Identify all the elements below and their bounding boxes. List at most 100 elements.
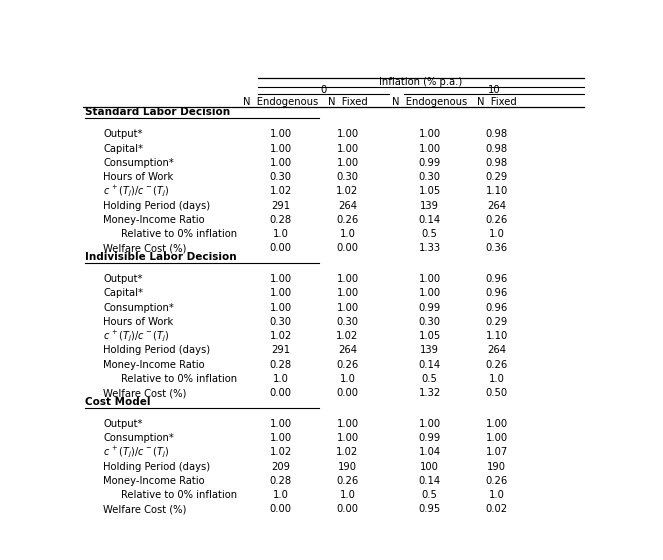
Text: 1.02: 1.02	[270, 447, 292, 458]
Text: 0.00: 0.00	[270, 388, 292, 398]
Text: 0.00: 0.00	[270, 243, 292, 253]
Text: 0.98: 0.98	[485, 158, 508, 168]
Text: 1.00: 1.00	[270, 419, 292, 429]
Text: 1.02: 1.02	[270, 331, 292, 341]
Text: 0.30: 0.30	[337, 172, 359, 182]
Text: Capital*: Capital*	[103, 288, 143, 298]
Text: 0.5: 0.5	[422, 490, 438, 500]
Text: 1.0: 1.0	[339, 490, 355, 500]
Text: 1.0: 1.0	[339, 374, 355, 384]
Text: Holding Period (days): Holding Period (days)	[103, 462, 211, 472]
Text: 0.99: 0.99	[418, 303, 441, 312]
Text: 0.30: 0.30	[419, 172, 441, 182]
Text: 1.00: 1.00	[270, 303, 292, 312]
Text: Cost Model: Cost Model	[86, 396, 151, 407]
Text: 1.00: 1.00	[336, 433, 359, 444]
Text: N  Endogenous: N Endogenous	[243, 97, 318, 107]
Text: 0.98: 0.98	[485, 143, 508, 153]
Text: 0.30: 0.30	[419, 317, 441, 327]
Text: 0.28: 0.28	[270, 215, 292, 225]
Text: Money-Income Ratio: Money-Income Ratio	[103, 476, 205, 486]
Text: Inflation (% p.a.): Inflation (% p.a.)	[379, 77, 462, 87]
Text: 1.0: 1.0	[272, 374, 288, 384]
Text: Indivisible Labor Decision: Indivisible Labor Decision	[86, 252, 237, 262]
Text: 0.96: 0.96	[485, 303, 508, 312]
Text: 1.0: 1.0	[489, 374, 505, 384]
Text: Hours of Work: Hours of Work	[103, 317, 174, 327]
Text: 0.99: 0.99	[418, 158, 441, 168]
Text: 0.26: 0.26	[485, 476, 508, 486]
Text: 0.00: 0.00	[337, 388, 359, 398]
Text: 0.00: 0.00	[270, 505, 292, 515]
Text: 1.00: 1.00	[270, 274, 292, 284]
Text: 0.29: 0.29	[485, 317, 508, 327]
Text: 1.02: 1.02	[270, 186, 292, 197]
Text: Capital*: Capital*	[103, 143, 143, 153]
Text: 10: 10	[487, 86, 501, 96]
Text: 1.02: 1.02	[336, 186, 359, 197]
Text: Output*: Output*	[103, 129, 143, 139]
Text: 0.26: 0.26	[336, 215, 359, 225]
Text: N  Endogenous: N Endogenous	[392, 97, 467, 107]
Text: 1.07: 1.07	[485, 447, 508, 458]
Text: 1.0: 1.0	[489, 229, 505, 239]
Text: 1.02: 1.02	[336, 331, 359, 341]
Text: 0.30: 0.30	[337, 317, 359, 327]
Text: 1.00: 1.00	[336, 288, 359, 298]
Text: 0.28: 0.28	[270, 476, 292, 486]
Text: 0.98: 0.98	[485, 129, 508, 139]
Text: 0.14: 0.14	[418, 476, 441, 486]
Text: 1.00: 1.00	[336, 419, 359, 429]
Text: 1.00: 1.00	[336, 274, 359, 284]
Text: Consumption*: Consumption*	[103, 303, 174, 312]
Text: 0.02: 0.02	[485, 505, 508, 515]
Text: Holding Period (days): Holding Period (days)	[103, 346, 211, 356]
Text: Holding Period (days): Holding Period (days)	[103, 200, 211, 211]
Text: 1.00: 1.00	[336, 129, 359, 139]
Text: 0.26: 0.26	[336, 476, 359, 486]
Text: 1.0: 1.0	[339, 229, 355, 239]
Text: 0.30: 0.30	[270, 317, 292, 327]
Text: $c^{\,+}(T_j)/c^{\,-}(T_j)$: $c^{\,+}(T_j)/c^{\,-}(T_j)$	[103, 328, 170, 344]
Text: 1.00: 1.00	[418, 129, 441, 139]
Text: Hours of Work: Hours of Work	[103, 172, 174, 182]
Text: Consumption*: Consumption*	[103, 158, 174, 168]
Text: Consumption*: Consumption*	[103, 433, 174, 444]
Text: 0.99: 0.99	[418, 433, 441, 444]
Text: 1.00: 1.00	[336, 158, 359, 168]
Text: 0.95: 0.95	[418, 505, 441, 515]
Text: 209: 209	[271, 462, 290, 472]
Text: Welfare Cost (%): Welfare Cost (%)	[103, 388, 187, 398]
Text: $c^{\,+}(T_j)/c^{\,-}(T_j)$: $c^{\,+}(T_j)/c^{\,-}(T_j)$	[103, 184, 170, 199]
Text: Relative to 0% inflation: Relative to 0% inflation	[121, 374, 237, 384]
Text: Relative to 0% inflation: Relative to 0% inflation	[121, 490, 237, 500]
Text: 1.02: 1.02	[336, 447, 359, 458]
Text: 264: 264	[338, 200, 357, 211]
Text: 139: 139	[420, 346, 439, 356]
Text: 0.96: 0.96	[485, 274, 508, 284]
Text: 0.5: 0.5	[422, 374, 438, 384]
Text: 264: 264	[487, 346, 506, 356]
Text: 1.00: 1.00	[418, 143, 441, 153]
Text: 0.96: 0.96	[485, 288, 508, 298]
Text: 264: 264	[487, 200, 506, 211]
Text: Money-Income Ratio: Money-Income Ratio	[103, 215, 205, 225]
Text: 1.33: 1.33	[418, 243, 441, 253]
Text: 0.50: 0.50	[485, 388, 508, 398]
Text: 1.00: 1.00	[485, 419, 508, 429]
Text: 0.26: 0.26	[336, 360, 359, 370]
Text: $c^{\,+}(T_j)/c^{\,-}(T_j)$: $c^{\,+}(T_j)/c^{\,-}(T_j)$	[103, 445, 170, 460]
Text: Output*: Output*	[103, 419, 143, 429]
Text: 0: 0	[320, 86, 326, 96]
Text: 1.00: 1.00	[270, 143, 292, 153]
Text: N  Fixed: N Fixed	[328, 97, 367, 107]
Text: 190: 190	[487, 462, 506, 472]
Text: Welfare Cost (%): Welfare Cost (%)	[103, 505, 187, 515]
Text: 1.00: 1.00	[485, 433, 508, 444]
Text: 139: 139	[420, 200, 439, 211]
Text: 1.00: 1.00	[270, 288, 292, 298]
Text: 0.30: 0.30	[270, 172, 292, 182]
Text: 291: 291	[271, 200, 290, 211]
Text: 0.26: 0.26	[485, 360, 508, 370]
Text: Output*: Output*	[103, 274, 143, 284]
